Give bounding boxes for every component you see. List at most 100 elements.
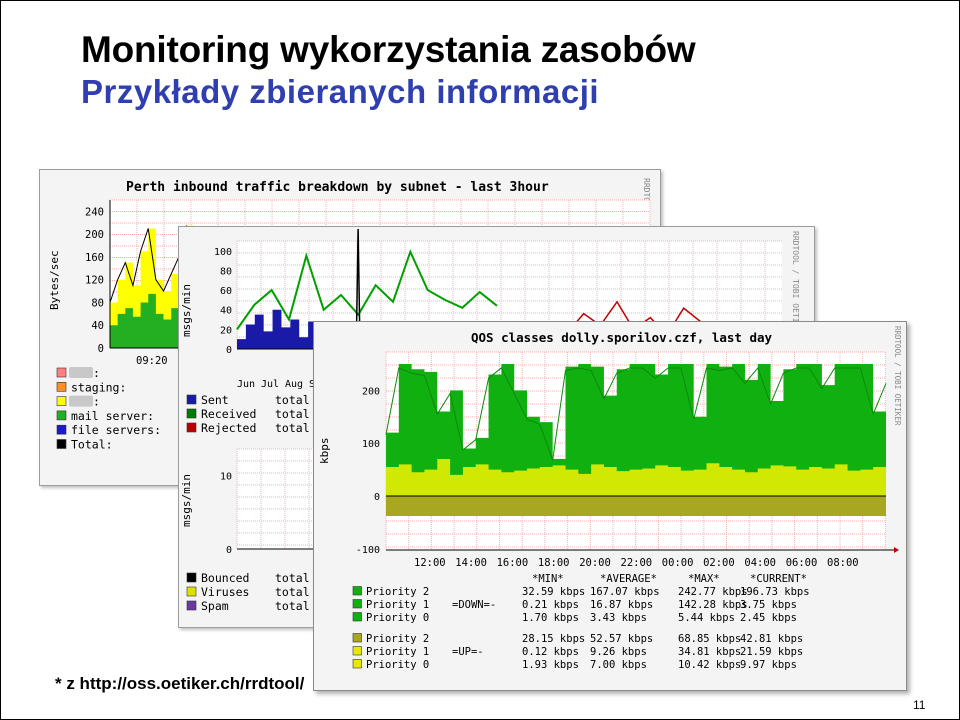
series-up-olive-band xyxy=(386,496,886,516)
chart-title: Perth inbound traffic breakdown by subne… xyxy=(126,180,549,195)
row-value: 5.44 kbps xyxy=(678,612,735,624)
y-tick-label: 240 xyxy=(85,206,104,218)
legend-blurred-label xyxy=(69,395,93,407)
row-value: 0.21 kbps xyxy=(522,599,579,611)
legend-swatch xyxy=(186,600,197,611)
row-swatch xyxy=(352,612,362,622)
legend-label: Received xyxy=(201,407,256,421)
y-axis-label: msgs/min xyxy=(180,284,193,337)
x-tick-label: 18:00 xyxy=(538,557,570,569)
row-swatch xyxy=(352,586,362,596)
rrdtool-watermark: RRDTOOL / TOBI OETI xyxy=(791,231,800,323)
x-tick-label: Aug xyxy=(285,379,303,390)
y-tick-label: 100 xyxy=(214,247,232,258)
legend-label: Spam xyxy=(201,599,229,613)
legend-value: total xyxy=(275,599,310,613)
legend-swatch xyxy=(186,394,197,405)
series-down-area xyxy=(386,364,886,496)
legend-value: total xyxy=(275,407,310,421)
page-number: 11 xyxy=(913,698,926,712)
legend-swatch xyxy=(56,396,67,406)
y-axis-label-lower: msgs/min xyxy=(180,474,193,527)
legend-label: : xyxy=(93,395,100,409)
legend-label: Bounced xyxy=(201,571,249,585)
legend-swatch xyxy=(56,382,67,392)
series-up-area xyxy=(386,459,886,496)
row-label: Priority 0 xyxy=(366,659,429,671)
legend-swatch xyxy=(56,367,67,378)
legend-swatch xyxy=(56,439,67,449)
y-tick-label: 0 xyxy=(374,492,380,503)
x-tick-label: S xyxy=(309,379,315,390)
y-tick-label: 0 xyxy=(98,343,104,355)
series-received-line xyxy=(236,249,498,330)
row-value: 7.00 kbps xyxy=(590,659,647,671)
column-header: *CURRENT* xyxy=(750,573,807,585)
x-tick-label: Jun xyxy=(237,379,255,390)
row-value: 32.59 kbps xyxy=(522,586,585,598)
y-tick-label: 60 xyxy=(220,286,232,297)
x-tick-label: 22:00 xyxy=(621,557,653,569)
x-tick-label: 06:00 xyxy=(786,557,818,569)
row-tag: =DOWN=- xyxy=(452,599,496,611)
y-tick-label: 200 xyxy=(85,229,104,241)
y-tick-label: 10 xyxy=(220,472,232,483)
y-tick-label: 200 xyxy=(362,386,380,397)
legend-swatch xyxy=(186,586,197,597)
row-label: Priority 1 xyxy=(366,599,429,611)
slide-title: Monitoring wykorzystania zasobów xyxy=(81,29,696,70)
x-tick-label: 04:00 xyxy=(744,557,776,569)
legend-label: file servers: xyxy=(71,423,161,437)
legend-swatch xyxy=(186,422,197,433)
series-sent-area xyxy=(237,309,317,349)
x-tick-label: 09:20 xyxy=(136,355,168,367)
row-value: 42.81 kbps xyxy=(740,633,803,645)
column-header: *AVERAGE* xyxy=(600,573,657,585)
y-axis-label: Bytes/sec xyxy=(48,250,61,310)
x-tick-label: 14:00 xyxy=(455,557,487,569)
y-tick-label: 0 xyxy=(226,545,232,556)
legend-swatch xyxy=(186,408,197,419)
legend-value: total xyxy=(275,421,310,435)
row-value: 10.42 kbps xyxy=(678,659,741,671)
y-tick-label: 80 xyxy=(91,297,104,309)
legend-swatch xyxy=(186,572,197,583)
row-value: 28.15 kbps xyxy=(522,633,585,645)
row-value: 52.57 kbps xyxy=(590,633,653,645)
x-tick-label: 02:00 xyxy=(703,557,735,569)
legend-label: Rejected xyxy=(201,421,256,435)
legend-blurred-label xyxy=(69,367,93,378)
row-value: 167.07 kbps xyxy=(590,586,660,598)
y-tick-label: 80 xyxy=(220,266,232,277)
row-value: 242.77 kbps xyxy=(678,586,748,598)
legend-swatch xyxy=(56,410,67,421)
series-down-outline xyxy=(385,366,887,461)
legend-label: : xyxy=(93,366,100,380)
legend-value: total xyxy=(275,585,310,599)
row-value: 16.87 kbps xyxy=(590,599,653,611)
row-value: 21.59 kbps xyxy=(740,646,803,658)
rrdtool-watermark: RRDTOOL / TOBI OETIKER xyxy=(893,326,902,426)
x-tick-label: 20:00 xyxy=(579,557,611,569)
row-value: 0.12 kbps xyxy=(522,646,579,658)
row-value: 2.45 kbps xyxy=(740,612,797,624)
row-value: 142.28 kbps xyxy=(678,599,748,611)
row-value: 34.81 kbps xyxy=(678,646,741,658)
row-value: 9.97 kbps xyxy=(740,659,797,671)
y-tick-label: -100 xyxy=(356,545,380,556)
y-axis-label: kbps xyxy=(318,438,331,465)
legend-swatch xyxy=(56,424,67,435)
row-label: Priority 0 xyxy=(366,612,429,624)
column-header: *MIN* xyxy=(532,573,564,585)
y-tick-label: 100 xyxy=(362,439,380,450)
x-tick-label: Jul xyxy=(261,379,279,390)
y-tick-label: 0 xyxy=(226,345,232,356)
column-header: *MAX* xyxy=(688,573,720,585)
x-tick-label: 12:00 xyxy=(414,557,446,569)
y-tick-label: 160 xyxy=(85,252,104,264)
row-value: 3.75 kbps xyxy=(740,599,797,611)
row-value: 68.85 kbps xyxy=(678,633,741,645)
row-label: Priority 2 xyxy=(366,586,429,598)
legend-value: total xyxy=(275,393,310,407)
